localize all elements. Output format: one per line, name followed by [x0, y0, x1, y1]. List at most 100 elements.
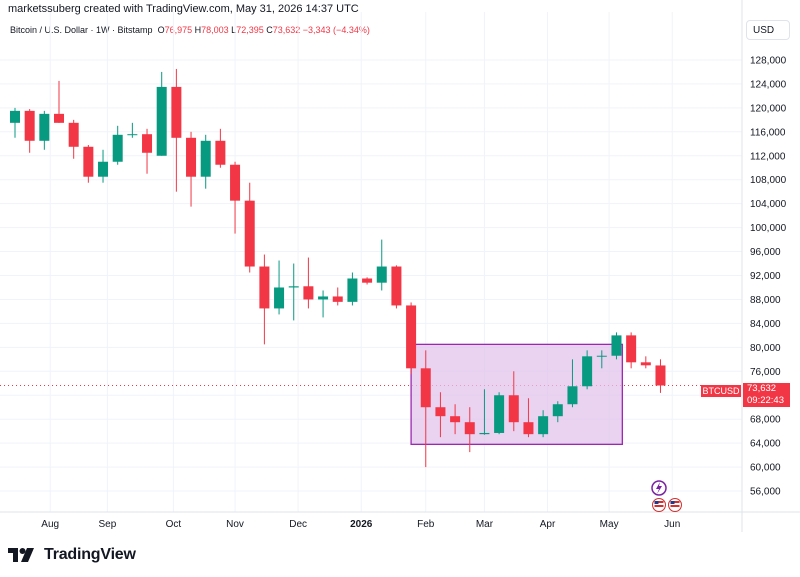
- symbol-legend: Bitcoin / U.S. Dollar · 1W · Bitstamp O7…: [10, 25, 370, 35]
- high-label: H: [194, 25, 202, 35]
- candle-body: [68, 122, 79, 147]
- x-tick-label: May: [600, 519, 619, 530]
- candle-body: [596, 355, 607, 357]
- candles: [10, 68, 666, 468]
- y-tick-label: 64,000: [750, 439, 781, 450]
- flag-stripe: [670, 501, 680, 503]
- y-tick-label: 84,000: [750, 319, 781, 330]
- grid-lines: [0, 12, 742, 512]
- flag-canton: [670, 501, 675, 504]
- y-tick-label: 76,000: [750, 367, 781, 378]
- candle-body: [171, 86, 182, 138]
- candle-body: [186, 137, 197, 177]
- author-credit: marketssuberg created with TradingView.c…: [8, 3, 359, 15]
- low-label: L: [231, 25, 237, 35]
- x-axis: Aug Sep Oct Nov Dec 2026 Feb Mar Apr May Jun: [0, 511, 800, 530]
- flag-stripe: [654, 505, 664, 507]
- candle-body: [391, 266, 402, 306]
- candle-body: [508, 395, 519, 423]
- symbol-name: Bitcoin / U.S. Dollar · 1W · Bitstamp: [10, 25, 153, 35]
- candle-body: [464, 422, 475, 435]
- y-tick-label: 108,000: [750, 175, 787, 186]
- currency-label: USD: [753, 24, 775, 36]
- candle-body: [376, 266, 387, 283]
- flag-stripe: [670, 505, 680, 507]
- y-tick-label: 96,000: [750, 247, 781, 258]
- y-tick-label: 60,000: [750, 463, 781, 474]
- tradingview-wordmark: TradingView: [44, 546, 136, 563]
- y-axis: 56,00060,00064,00068,00072,00076,00080,0…: [741, 0, 787, 532]
- candle-body: [200, 140, 211, 177]
- candle-body: [39, 113, 50, 141]
- candle-body: [112, 134, 123, 162]
- candle-body: [655, 365, 666, 386]
- last-price-tag: 73,632 09:22:43: [743, 383, 790, 407]
- bar-countdown: 09:22:43: [747, 395, 784, 406]
- candle-body: [552, 404, 563, 417]
- x-tick-label: Mar: [476, 519, 494, 530]
- open-label: O: [157, 25, 165, 35]
- y-tick-label: 124,000: [750, 79, 787, 90]
- open-value: 76,975: [164, 25, 193, 35]
- candle-body: [259, 266, 270, 309]
- event-markers: [651, 480, 682, 512]
- candle-body: [274, 287, 285, 309]
- candle-body: [230, 164, 241, 201]
- flag-canton: [654, 501, 659, 504]
- x-tick-label: Sep: [99, 519, 117, 530]
- candle-body: [435, 407, 446, 417]
- x-tick-label: Feb: [417, 519, 435, 530]
- candle-body: [420, 368, 431, 408]
- lightning-bolt-icon: [656, 482, 662, 494]
- last-price-symbol-tag: BTCUSD: [701, 385, 741, 397]
- y-tick-label: 112,000: [750, 151, 786, 162]
- tradingview-logo-icon: [8, 548, 34, 562]
- candle-body: [24, 110, 35, 141]
- y-tick-label: 104,000: [750, 199, 787, 210]
- candle-body: [10, 110, 20, 123]
- candle-body: [450, 416, 461, 423]
- y-tick-label: 68,000: [750, 415, 781, 426]
- y-tick-label: 80,000: [750, 343, 781, 354]
- x-tick-label: 2026: [350, 519, 373, 530]
- candle-body: [479, 432, 490, 435]
- candle-body: [318, 296, 329, 300]
- candle-body: [582, 356, 593, 387]
- x-tick-label: Nov: [226, 519, 244, 530]
- candle-body: [626, 335, 637, 363]
- candle-body: [156, 86, 167, 156]
- candle-body: [347, 278, 358, 302]
- candle-body: [332, 296, 343, 302]
- y-tick-label: 120,000: [750, 103, 787, 114]
- y-tick-label: 128,000: [750, 55, 787, 66]
- candle-body: [362, 278, 373, 283]
- high-value: 78,003: [201, 25, 229, 35]
- y-tick-label: 116,000: [750, 127, 786, 138]
- candle-body: [494, 395, 505, 433]
- x-tick-label: Apr: [540, 519, 556, 530]
- x-tick-label: Jun: [664, 519, 680, 530]
- x-tick-label: Aug: [41, 519, 59, 530]
- candle-body: [98, 161, 109, 177]
- candle-body: [83, 146, 94, 177]
- close-value: 73,632: [272, 25, 301, 35]
- x-tick-label: Oct: [166, 519, 182, 530]
- candle-body: [406, 305, 417, 369]
- candle-body: [54, 113, 65, 123]
- currency-selector[interactable]: USD: [746, 20, 790, 40]
- candle-body: [127, 134, 138, 136]
- candle-body: [567, 386, 578, 405]
- candle-body: [523, 422, 534, 435]
- y-tick-label: 88,000: [750, 295, 781, 306]
- candle-body: [303, 286, 314, 300]
- low-value: 72,395: [236, 25, 264, 35]
- candle-body: [215, 140, 226, 165]
- candle-body: [640, 362, 651, 366]
- candle-body: [142, 134, 153, 153]
- tradingview-logo[interactable]: TradingView: [8, 546, 136, 564]
- candle-body: [611, 335, 622, 356]
- y-tick-label: 56,000: [750, 487, 781, 498]
- last-price-value: 73,632: [747, 383, 777, 394]
- y-tick-label: 100,000: [750, 223, 787, 234]
